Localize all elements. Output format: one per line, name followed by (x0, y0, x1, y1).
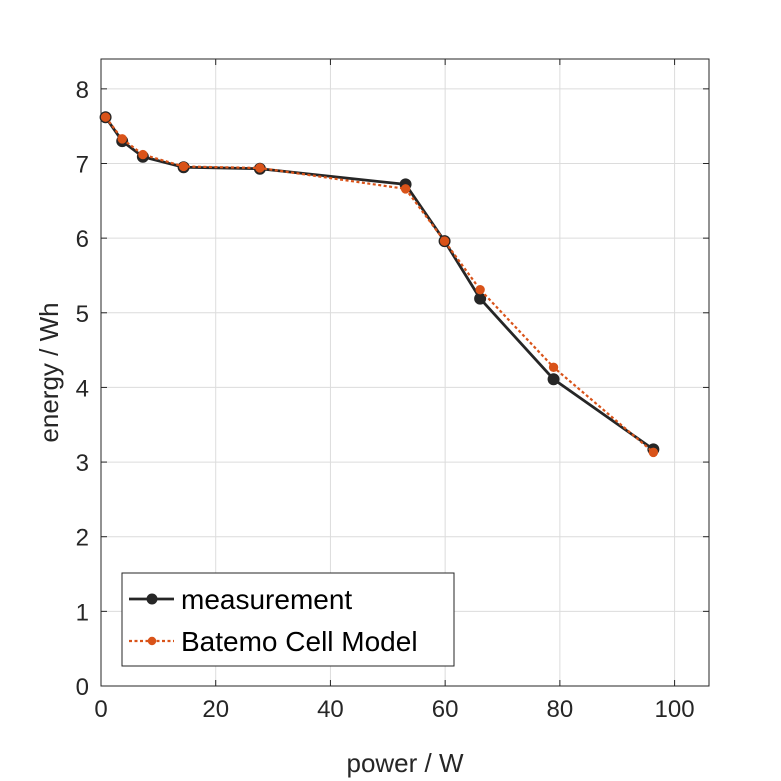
x-tick-label: 40 (317, 696, 344, 723)
x-tick-label: 20 (202, 696, 229, 723)
data-point (400, 184, 411, 194)
plot-area (100, 58, 710, 687)
grid (100, 59, 709, 687)
data-point (178, 161, 189, 172)
data-point (475, 284, 485, 295)
legend: measurement Batemo Cell Model (121, 572, 455, 667)
data-point (100, 112, 111, 122)
axis-ticks: 0 20 40 60 80 100 0 1 2 3 4 5 6 7 8 (76, 59, 709, 723)
y-tick-label: 7 (76, 152, 89, 179)
series-line (104, 116, 655, 454)
x-tick-label: 0 (94, 696, 107, 723)
data-point (138, 149, 148, 160)
y-tick-label: 0 (76, 674, 89, 701)
y-tick-label: 3 (76, 450, 89, 477)
legend-marker (147, 636, 157, 646)
series-layer (99, 111, 660, 458)
data-point (117, 134, 127, 144)
y-axis-label: energy / Wh (34, 302, 64, 442)
data-point (255, 163, 265, 173)
x-tick-label: 80 (547, 696, 574, 723)
legend-label: measurement (181, 584, 352, 615)
data-point (548, 362, 559, 372)
data-point (648, 447, 659, 458)
y-tick-label: 4 (76, 375, 89, 402)
legend-box (121, 572, 455, 667)
y-tick-label: 8 (76, 77, 89, 104)
y-tick-label: 6 (76, 226, 89, 253)
y-tick-label: 1 (76, 599, 89, 626)
data-point (474, 292, 487, 305)
series-line (104, 116, 655, 451)
data-point (547, 373, 560, 386)
y-tick-label: 2 (76, 525, 89, 552)
x-axis-label: power / W (346, 748, 463, 778)
x-tick-label: 100 (655, 696, 695, 723)
data-point (439, 236, 450, 246)
series-1 (100, 112, 659, 458)
legend-label: Batemo Cell Model (181, 626, 418, 657)
y-tick-label: 5 (76, 301, 89, 328)
x-tick-label: 60 (432, 696, 459, 723)
legend-marker (146, 593, 158, 605)
